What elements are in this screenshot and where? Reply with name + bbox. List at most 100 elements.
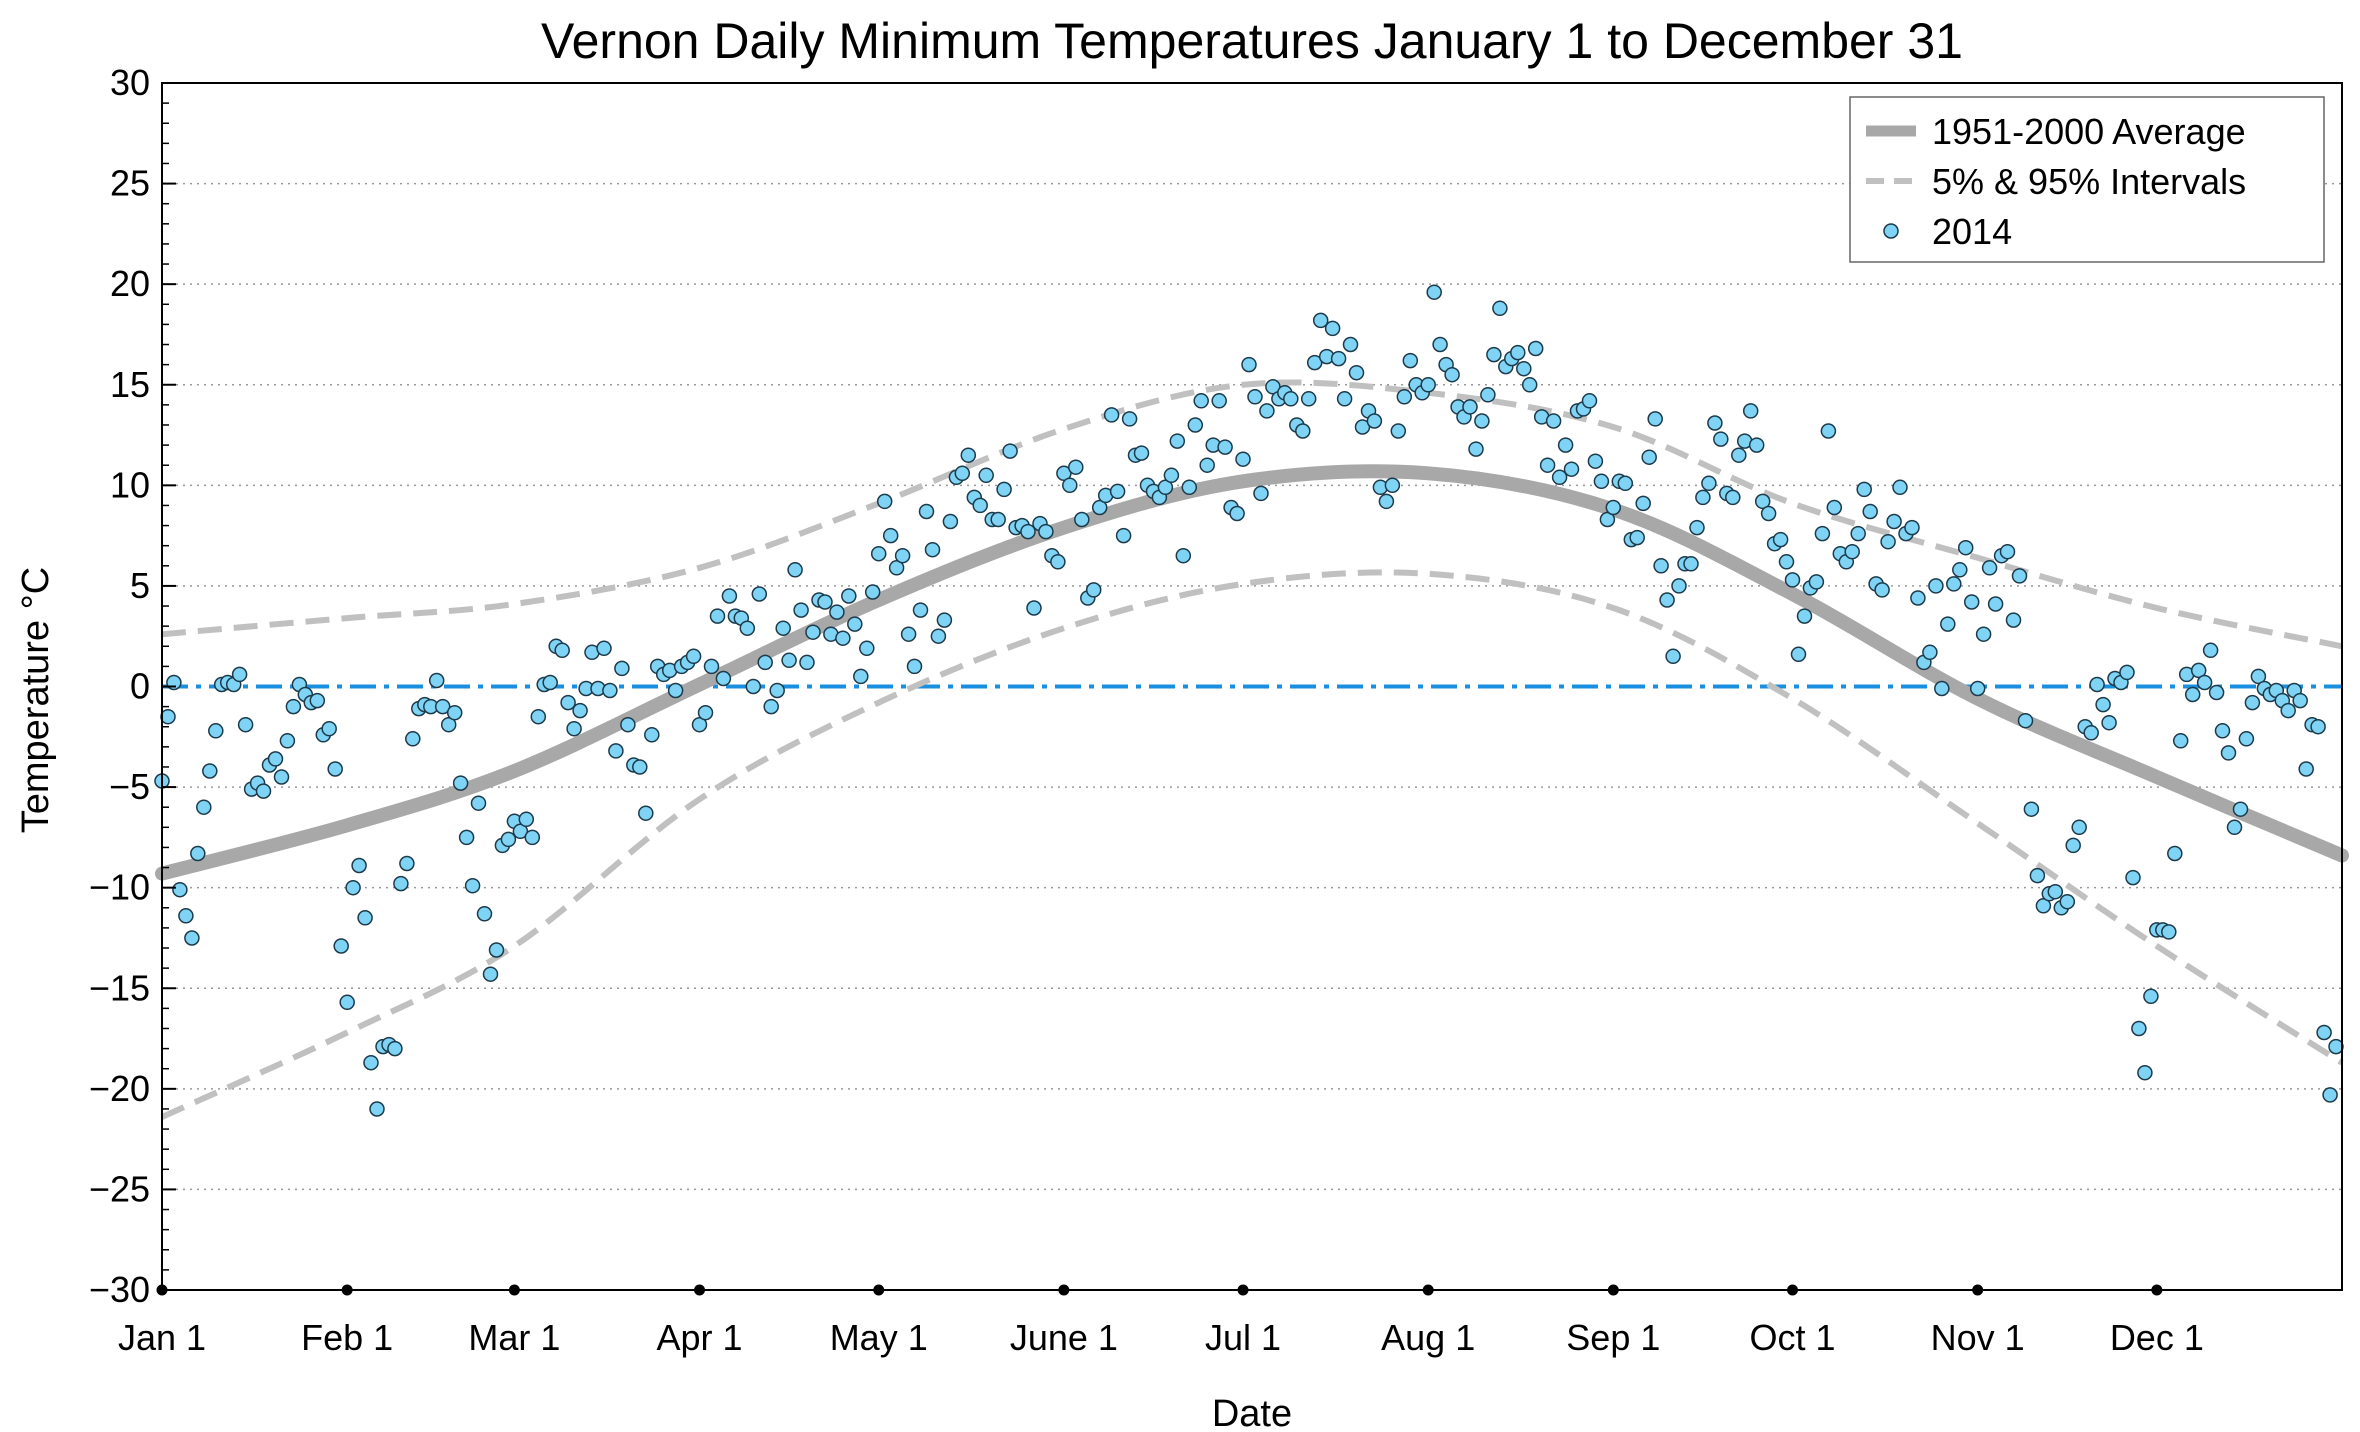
data-point: [500, 831, 517, 848]
data-point: [2023, 801, 2040, 817]
data-point: [1193, 393, 1209, 409]
data-point: [954, 465, 971, 482]
y-axis-label: Temperature °C: [15, 567, 57, 834]
data-point: [912, 602, 929, 618]
x-tick-dot: [156, 1284, 168, 1296]
data-point: [1217, 439, 1233, 455]
data-point: [1157, 479, 1174, 496]
data-point: [2298, 761, 2314, 777]
data-point: [888, 560, 905, 576]
y-tick-label: −20: [89, 1068, 150, 1109]
data-point: [1778, 554, 1795, 570]
y-tick-label: 15: [110, 364, 150, 405]
data-point: [1050, 554, 1066, 570]
data-point: [237, 716, 254, 733]
data-point: [1587, 453, 1604, 469]
x-tick-dot: [2151, 1284, 2163, 1296]
data-point: [781, 652, 797, 669]
data-point: [1426, 284, 1442, 300]
data-point: [1581, 393, 1598, 409]
y-tick-label: 20: [110, 263, 150, 304]
data-point: [399, 855, 415, 872]
data-point: [2005, 612, 2022, 628]
data-point: [434, 698, 451, 715]
data-point: [2172, 733, 2189, 749]
data-point: [1181, 479, 1198, 496]
data-point: [1527, 340, 1544, 357]
data-point: [2029, 867, 2046, 884]
data-point: [1969, 680, 1986, 697]
data-point: [1796, 608, 1813, 624]
data-point: [1641, 449, 1657, 465]
data-point: [1659, 592, 1675, 608]
data-point: [1593, 473, 1610, 490]
data-point: [2250, 668, 2267, 685]
data-point: [1647, 411, 1663, 427]
data-point: [1844, 543, 1860, 560]
data-point: [1516, 360, 1532, 377]
data-point: [841, 588, 857, 604]
data-point: [1074, 511, 1090, 528]
data-point: [1420, 377, 1436, 393]
chart-title: Vernon Daily Minimum Temperatures Januar…: [541, 13, 1963, 69]
data-point: [1300, 391, 1317, 407]
data-point: [1772, 531, 1789, 548]
data-point: [428, 672, 445, 689]
data-point: [1492, 300, 1508, 317]
x-tick-dot: [1787, 1284, 1799, 1296]
data-point: [1396, 389, 1413, 405]
data-point: [1348, 364, 1365, 381]
data-point: [1229, 505, 1245, 522]
data-point: [1653, 558, 1669, 574]
data-point: [2190, 662, 2207, 679]
data-point: [864, 584, 881, 600]
data-point: [2035, 898, 2052, 914]
data-point: [1963, 594, 1980, 610]
data-point: [572, 702, 588, 719]
data-point: [1695, 489, 1711, 506]
x-tick-label: Dec 1: [2110, 1317, 2204, 1358]
data-point: [721, 588, 738, 604]
data-point: [363, 1054, 379, 1071]
data-point: [357, 910, 373, 926]
x-tick-dot: [694, 1284, 706, 1296]
data-point: [2220, 745, 2237, 761]
data-point: [518, 811, 535, 828]
data-point: [1187, 417, 1204, 433]
data-point: [1306, 354, 1323, 371]
data-point: [554, 642, 570, 659]
data-point: [1551, 469, 1568, 486]
data-point: [172, 881, 188, 898]
data-point: [763, 698, 779, 715]
legend-2014-label: 2014: [1932, 211, 2012, 252]
data-point: [560, 694, 576, 711]
x-axis: Jan 1 Feb 1 Mar 1 Apr 1 May 1 June 1 Jul 1 Aug …: [118, 1284, 2204, 1358]
data-point: [488, 942, 505, 958]
data-point: [1760, 505, 1777, 522]
legend-box: [1849, 96, 2325, 263]
data-point: [1862, 503, 1878, 520]
data-point: [464, 877, 481, 894]
data-point: [1390, 423, 1407, 439]
x-tick-label: Apr 1: [657, 1317, 743, 1358]
data-point: [2214, 723, 2231, 739]
x-tick-dot: [1607, 1284, 1619, 1296]
data-point: [1856, 481, 1872, 498]
data-point: [1617, 475, 1634, 492]
data-point: [918, 503, 935, 520]
data-point: [2089, 676, 2105, 693]
data-point: [273, 769, 290, 785]
data-point: [2167, 845, 2183, 862]
data-point: [1486, 346, 1502, 363]
data-point: [1402, 352, 1419, 369]
legend: 1951-2000 Average 5% & 95% Intervals 201…: [1849, 96, 2325, 263]
x-tick-label: Sep 1: [1566, 1317, 1660, 1358]
data-point: [2017, 712, 2034, 729]
data-point: [1880, 533, 1896, 550]
data-point: [2184, 686, 2201, 703]
data-point: [793, 602, 809, 618]
data-point: [1062, 477, 1078, 494]
data-point: [2292, 692, 2308, 709]
data-point: [2071, 819, 2087, 836]
legend-2014-swatch: [1883, 223, 1899, 239]
